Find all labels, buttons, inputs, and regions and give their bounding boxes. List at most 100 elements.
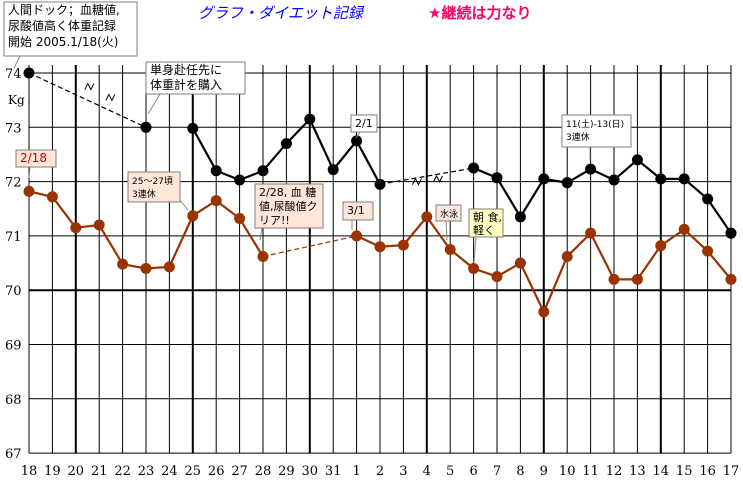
x-tick-label: 9 <box>540 464 548 479</box>
callout-text: 11(土)-13(日) <box>566 118 624 130</box>
x-tick-label: 18 <box>21 464 38 479</box>
callout-text: 2/18 <box>20 151 47 165</box>
data-point <box>726 274 737 285</box>
data-point <box>117 259 128 270</box>
x-tick-label: 5 <box>446 464 454 479</box>
data-point <box>538 173 549 184</box>
data-point <box>421 211 432 222</box>
x-tick-label: 12 <box>606 464 623 479</box>
data-point <box>585 164 596 175</box>
data-point <box>492 172 503 183</box>
data-point <box>468 263 479 274</box>
data-point <box>187 210 198 221</box>
callout-text: 開始 2005.1/18(火) <box>8 35 118 49</box>
x-tick-label: 10 <box>559 464 576 479</box>
data-point <box>492 271 503 282</box>
callout-text: 3連休 <box>566 131 590 143</box>
data-point <box>702 193 713 204</box>
data-point <box>94 220 105 231</box>
x-tick-label: 7 <box>493 464 501 479</box>
callout-text: 3連休 <box>132 188 156 200</box>
x-tick-label: 2 <box>376 464 384 479</box>
x-tick-label: 26 <box>208 464 225 479</box>
x-tick-label: 1 <box>352 464 360 479</box>
data-point <box>562 251 573 262</box>
y-tick-label: 71 <box>5 230 22 245</box>
callout-text: 2/1 <box>355 117 373 130</box>
data-point <box>351 230 362 241</box>
x-tick-labels: 1819202122232425262728293031123456789101… <box>21 464 740 479</box>
data-point <box>47 191 58 202</box>
x-tick-label: 13 <box>629 464 646 479</box>
x-tick-label: 28 <box>255 464 272 479</box>
data-point <box>398 240 409 251</box>
x-tick-label: 25 <box>185 464 202 479</box>
data-point <box>468 163 479 174</box>
callout-text: 軽く <box>473 224 495 237</box>
data-point <box>515 258 526 269</box>
y-tick-label: 72 <box>5 176 22 191</box>
x-tick-label: 17 <box>723 464 740 479</box>
y-tick-label: 67 <box>5 447 22 462</box>
data-point <box>375 241 386 252</box>
x-tick-label: 29 <box>278 464 295 479</box>
y-axis-label: Kg <box>8 93 25 107</box>
data-point <box>24 186 35 197</box>
data-point <box>632 274 643 285</box>
callout-text: 25〜27頃 <box>132 176 173 187</box>
data-point <box>679 224 690 235</box>
x-tick-label: 19 <box>44 464 61 479</box>
y-tick-label: 73 <box>5 121 22 136</box>
x-tick-label: 15 <box>676 464 693 479</box>
x-tick-label: 31 <box>325 464 342 479</box>
data-point <box>234 174 245 185</box>
y-tick-label: 68 <box>5 393 22 408</box>
data-point <box>211 195 222 206</box>
x-tick-label: 4 <box>423 464 431 479</box>
data-point <box>141 122 152 133</box>
y-tick-label: 69 <box>5 339 22 354</box>
callout-text: 3/1 <box>347 204 365 217</box>
data-point <box>515 211 526 222</box>
x-tick-label: 21 <box>91 464 108 479</box>
data-point <box>679 173 690 184</box>
callout-text: 単身赴任先に <box>150 62 222 77</box>
data-point <box>164 261 175 272</box>
x-tick-label: 30 <box>302 464 319 479</box>
data-point <box>609 274 620 285</box>
y-tick-label: 74 <box>5 67 22 82</box>
callout-text: 朝 食, <box>473 210 502 224</box>
callout-text: 人間ドック；血糖値, <box>8 2 120 17</box>
callout-text: 2/28, 血 糖 <box>259 185 316 199</box>
data-point <box>655 240 666 251</box>
callout-text: 尿酸値高く体重記録 <box>8 18 116 33</box>
x-tick-label: 14 <box>653 464 670 479</box>
data-point <box>281 138 292 149</box>
data-point <box>585 228 596 239</box>
data-point <box>141 263 152 274</box>
data-point <box>702 246 713 257</box>
x-tick-label: 16 <box>699 464 716 479</box>
data-point <box>187 123 198 134</box>
chart-title: グラフ・ダイエット記録 <box>198 4 365 22</box>
y-tick-label: 70 <box>5 284 22 299</box>
data-point <box>655 173 666 184</box>
data-point <box>632 154 643 165</box>
x-tick-label: 6 <box>469 464 477 479</box>
callout-text: 体重計を購入 <box>150 77 222 92</box>
x-tick-label: 24 <box>161 464 178 479</box>
data-point <box>258 165 269 176</box>
data-point <box>234 213 245 224</box>
data-point <box>258 251 269 262</box>
data-point <box>538 306 549 317</box>
x-tick-label: 27 <box>231 464 248 479</box>
data-point <box>211 165 222 176</box>
callout-text: リア!! <box>259 214 290 227</box>
x-tick-label: 23 <box>138 464 155 479</box>
data-point <box>70 222 81 233</box>
data-point <box>304 114 315 125</box>
data-point <box>375 179 386 190</box>
callout-text: 値,尿酸値ク <box>259 199 318 213</box>
